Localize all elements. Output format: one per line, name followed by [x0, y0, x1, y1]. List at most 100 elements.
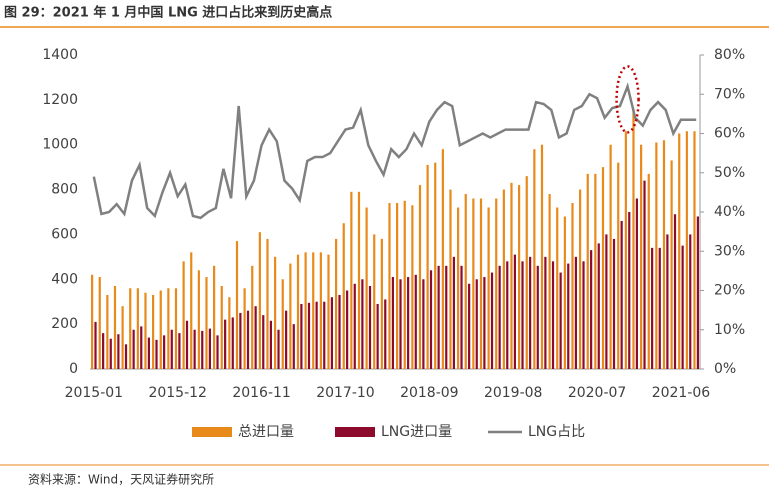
bar — [235, 241, 239, 369]
bar — [335, 238, 338, 369]
source-note: 资料来源：Wind，天风证券研究所 — [28, 472, 214, 487]
bar — [113, 286, 117, 369]
bar — [330, 297, 333, 369]
bar — [429, 270, 433, 369]
bar — [152, 294, 155, 369]
y2-tick-label: 20% — [714, 283, 745, 299]
y-tick-label: 1400 — [42, 47, 78, 63]
bar — [246, 310, 250, 369]
bar — [117, 334, 120, 369]
bar — [498, 265, 501, 369]
bar — [434, 162, 437, 369]
bar — [643, 180, 646, 369]
legend-label: 总进口量 — [238, 424, 294, 440]
bar — [693, 131, 696, 369]
bar — [304, 252, 307, 369]
bar — [193, 329, 196, 369]
y2-tick-label: 40% — [714, 204, 745, 220]
bar — [559, 272, 562, 369]
bar — [673, 214, 677, 369]
y2-tick-label: 70% — [714, 86, 745, 102]
bar — [258, 232, 261, 369]
y2-tick-label: 10% — [714, 322, 745, 338]
bar — [170, 329, 173, 369]
bar — [216, 335, 219, 369]
y-tick-label: 1200 — [42, 92, 78, 108]
bar — [472, 198, 475, 369]
bar — [307, 302, 311, 369]
bar — [426, 164, 429, 369]
bar — [319, 252, 322, 369]
bar — [327, 254, 330, 369]
bar — [670, 160, 673, 369]
x-tick-label: 2021-06 — [652, 385, 711, 401]
bar — [357, 191, 361, 369]
bar — [315, 301, 318, 369]
bar — [612, 238, 616, 369]
bar — [487, 207, 490, 369]
bar — [201, 330, 204, 369]
bar — [655, 142, 658, 369]
bar — [518, 185, 521, 369]
bar — [361, 279, 364, 369]
bar — [178, 333, 181, 369]
bar — [597, 243, 600, 369]
bar — [689, 234, 692, 369]
bar — [696, 216, 699, 369]
y2-tick-label: 50% — [714, 165, 745, 181]
bar — [296, 254, 300, 369]
bar — [582, 261, 585, 369]
bar — [262, 315, 265, 369]
y-tick-label: 200 — [51, 316, 78, 332]
bar — [513, 254, 516, 369]
bar — [208, 328, 211, 369]
bar — [376, 303, 379, 369]
legend-label: LNG占比 — [528, 424, 585, 440]
bar — [666, 234, 669, 369]
bar — [525, 176, 528, 369]
y-tick-label: 800 — [51, 182, 78, 198]
bar — [388, 203, 391, 369]
bar — [457, 207, 460, 369]
y-tick-label: 600 — [51, 226, 78, 242]
y2-tick-label: 0% — [714, 361, 736, 377]
bar — [536, 265, 539, 369]
bar — [190, 252, 193, 369]
bar — [506, 261, 509, 369]
bar — [380, 238, 383, 369]
bar — [274, 256, 277, 369]
bar — [445, 265, 448, 369]
bar — [556, 207, 559, 369]
bar — [574, 256, 577, 369]
bar — [441, 149, 444, 369]
bar — [285, 310, 288, 369]
bar — [579, 189, 582, 369]
legend-label: LNG进口量 — [381, 424, 452, 440]
bar — [159, 290, 162, 369]
bar — [510, 182, 513, 369]
bar — [144, 292, 147, 369]
bar — [109, 338, 112, 369]
x-tick-label: 2015-01 — [65, 385, 124, 401]
bar — [620, 220, 623, 369]
bar — [269, 320, 272, 369]
bar — [422, 279, 425, 369]
bar — [647, 173, 650, 369]
legend-swatch — [335, 427, 375, 437]
bar — [609, 144, 612, 369]
legend-swatch — [192, 427, 232, 437]
bar — [147, 337, 150, 369]
bar — [266, 238, 269, 369]
bar — [594, 173, 597, 369]
bar — [391, 277, 394, 369]
bar — [132, 329, 135, 369]
bar — [403, 200, 406, 369]
bar — [182, 261, 185, 369]
bar — [681, 245, 684, 369]
bar — [338, 294, 341, 369]
bar — [452, 256, 455, 369]
bar — [300, 303, 303, 369]
bar — [460, 265, 463, 369]
bar — [571, 203, 574, 369]
y-tick-label: 1000 — [42, 137, 78, 153]
